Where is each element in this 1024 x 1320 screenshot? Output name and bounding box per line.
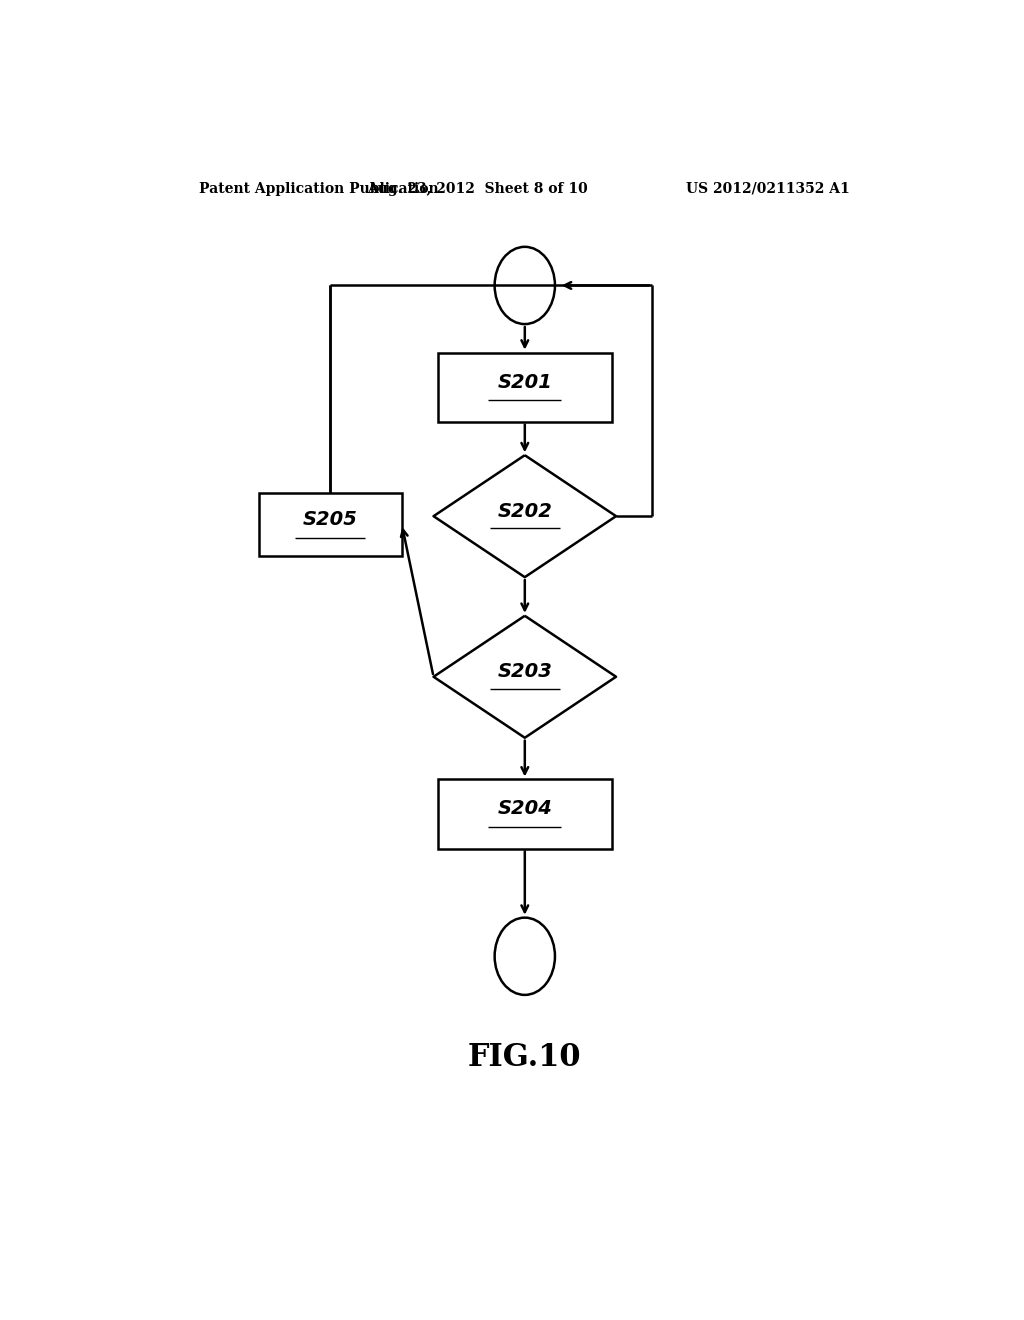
Text: S201: S201 (498, 372, 552, 392)
Bar (437, 779, 612, 849)
Text: Aug. 23, 2012  Sheet 8 of 10: Aug. 23, 2012 Sheet 8 of 10 (367, 182, 588, 195)
Text: S203: S203 (498, 663, 552, 681)
Text: FIG.10: FIG.10 (468, 1043, 582, 1073)
Text: US 2012/0211352 A1: US 2012/0211352 A1 (686, 182, 850, 195)
Text: S205: S205 (303, 510, 357, 529)
Bar (259, 492, 401, 556)
Bar (437, 352, 612, 421)
Text: Patent Application Publication: Patent Application Publication (200, 182, 439, 195)
Text: S202: S202 (498, 502, 552, 520)
Text: S204: S204 (498, 800, 552, 818)
